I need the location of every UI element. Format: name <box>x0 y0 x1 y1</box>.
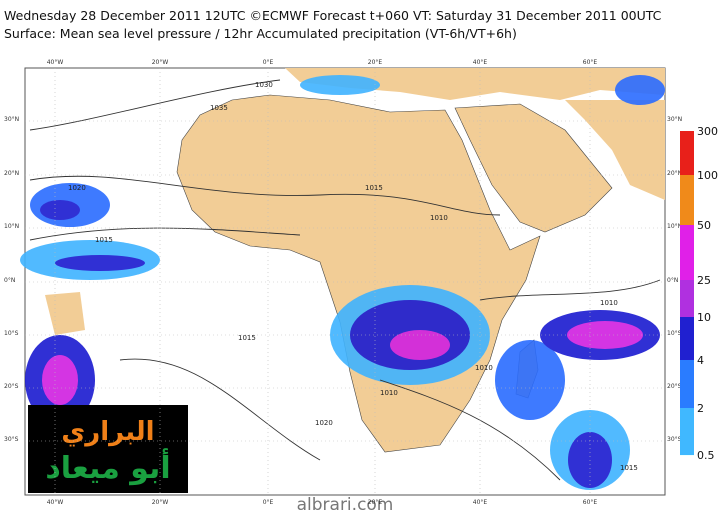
land-europe <box>285 68 665 100</box>
colorbar-label: 2 <box>697 402 704 415</box>
precipitation <box>20 75 665 490</box>
lon-label-bottom: 60°E <box>583 499 598 506</box>
colorbar-label: 10 <box>697 311 711 324</box>
isobar-label: 1015 <box>95 236 113 244</box>
header-line2: Surface: Mean sea level pressure / 12hr … <box>4 26 517 41</box>
isobar-label: 1010 <box>430 214 448 222</box>
lat-label-left: 10°N <box>4 223 19 230</box>
colorbar-label: 300 <box>697 125 718 138</box>
lon-label-bottom: 40°W <box>47 499 64 506</box>
lat-label-left: 30°S <box>4 436 19 443</box>
colorbar-label: 25 <box>697 274 711 287</box>
isobar-label: 1015 <box>365 184 383 192</box>
isobar-label: 1020 <box>315 419 333 427</box>
map: البراري أبو ميعاد <box>20 67 666 496</box>
lat-label-left: 20°N <box>4 170 19 177</box>
isobar-label: 1010 <box>600 299 618 307</box>
lat-label-right: 20°S <box>667 383 682 390</box>
lon-label-top: 60°E <box>583 59 598 66</box>
isobar-label: 1020 <box>68 184 86 192</box>
lon-label-top: 40°W <box>47 59 64 66</box>
colorbar-segment <box>680 408 694 455</box>
lat-label-left: 30°N <box>4 116 19 123</box>
watermark-line2: أبو ميعاد <box>45 448 170 486</box>
footer: albrari.com <box>297 495 394 515</box>
isobar-label: 1015 <box>620 464 638 472</box>
isobars <box>29 79 661 481</box>
lat-label-right: 10°N <box>667 223 682 230</box>
header-line1: Wednesday 28 December 2011 12UTC ©ECMWF … <box>4 8 662 23</box>
colorbar-segment <box>680 317 694 360</box>
lat-label-right: 0°N <box>667 277 678 284</box>
colorbar-segment <box>680 360 694 408</box>
isobar-label: 1010 <box>380 389 398 397</box>
lon-label-top: 40°E <box>473 59 488 66</box>
colorbar-segment <box>680 175 694 225</box>
lat-label-left: 10°S <box>4 330 19 337</box>
isobar-label: 1010 <box>475 364 493 372</box>
colorbar-label: 50 <box>697 219 711 232</box>
land-arabia <box>454 103 613 233</box>
lat-label-right: 30°S <box>667 436 682 443</box>
colorbar-label: 4 <box>697 354 704 367</box>
colorbar-segment <box>680 280 694 317</box>
lon-label-top: 20°E <box>368 59 383 66</box>
lon-label-top: 20°W <box>152 59 169 66</box>
lat-label-right: 30°N <box>667 116 682 123</box>
colorbar-label: 0.5 <box>697 449 715 462</box>
isobar-label: 1015 <box>238 334 256 342</box>
watermark-line1: البراري <box>61 417 154 447</box>
lon-label-bottom: 20°E <box>368 499 383 506</box>
lon-label-top: 0°E <box>263 59 274 66</box>
isobar-label: 1030 <box>255 81 273 89</box>
colorbar-segment <box>680 225 694 280</box>
lon-label-bottom: 20°W <box>152 499 169 506</box>
lat-label-left: 20°S <box>4 383 19 390</box>
colorbar-label: 100 <box>697 169 718 182</box>
colorbar-segment <box>680 131 694 175</box>
lat-label-right: 20°N <box>667 170 682 177</box>
lon-label-bottom: 40°E <box>473 499 488 506</box>
lat-label-right: 10°S <box>667 330 682 337</box>
isobar-label: 1035 <box>210 104 228 112</box>
lat-label-left: 0°N <box>4 277 15 284</box>
watermark-box <box>28 405 188 493</box>
lon-label-bottom: 0°E <box>263 499 274 506</box>
